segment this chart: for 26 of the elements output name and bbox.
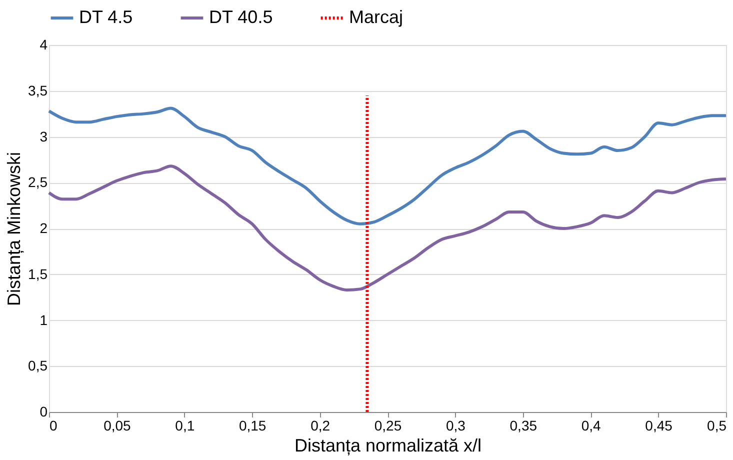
y-tick-label: 0,5: [28, 358, 48, 374]
legend-label: Marcaj: [349, 7, 404, 27]
y-tick-label: 4: [40, 36, 48, 52]
legend-label: DT 40.5: [209, 7, 273, 27]
y-tick-label: 3: [40, 128, 48, 144]
x-tick-label: 0,2: [310, 418, 330, 434]
x-tick-label: 0,45: [645, 418, 673, 434]
x-tick-label: 0,5: [707, 418, 727, 434]
x-tick-label: 0,05: [104, 418, 132, 434]
x-tick-label: 0,1: [175, 418, 195, 434]
y-tick-label: 3,5: [28, 82, 48, 98]
line-series: [48, 164, 728, 292]
y-tick-label: 0: [40, 404, 48, 420]
y-tick-label: 2: [40, 220, 48, 236]
y-tick-label: 1,5: [28, 266, 48, 282]
x-tick-label: 0,25: [374, 418, 402, 434]
x-tick-label: 0,3: [446, 418, 466, 434]
x-tick-label: 0,4: [581, 418, 602, 434]
x-tick-label: 0,35: [510, 418, 538, 434]
y-tick-label: 2,5: [28, 174, 48, 190]
y-axis-title: Distanța Minkowski: [4, 152, 24, 306]
legend-label: DT 4.5: [79, 7, 133, 27]
line-series: [48, 106, 728, 226]
x-tick-label: 0,15: [238, 418, 266, 434]
x-axis-title: Distanța normalizată x/l: [294, 436, 482, 456]
y-tick-label: 1: [40, 312, 48, 328]
